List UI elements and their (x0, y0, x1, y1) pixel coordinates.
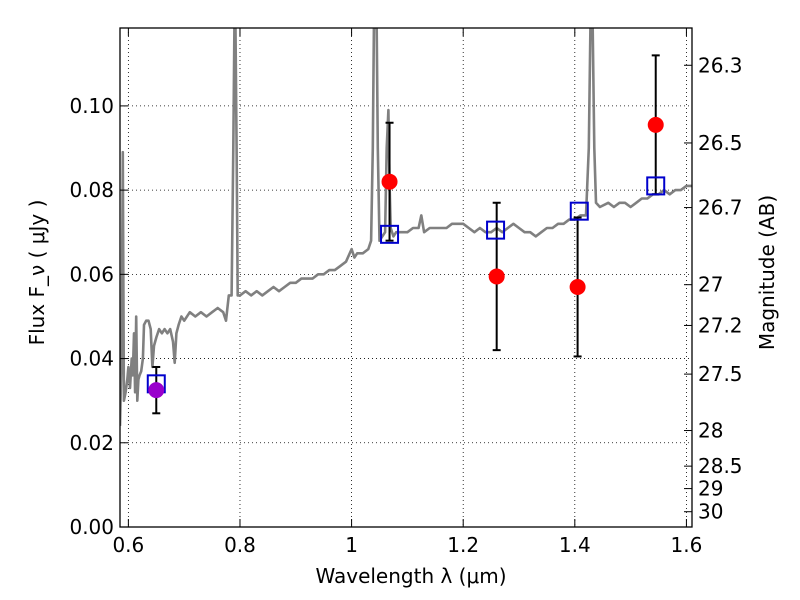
right-tick-label: 26.3 (698, 53, 743, 77)
model-photometry-point (486, 220, 506, 240)
y-axis-label: Flux F_ν ( μJy ) (25, 200, 49, 346)
right-tick-label: 28 (698, 419, 723, 443)
model-spectrum-line (120, 28, 692, 426)
observed-flux-point (381, 173, 398, 190)
grid-lines (120, 28, 692, 528)
right-tick-label: 27.2 (698, 313, 743, 337)
x-tick-label: 0.8 (224, 533, 256, 557)
right-tick-label: 30 (698, 500, 723, 524)
model-photometry-point (380, 224, 400, 244)
plot-frame (119, 27, 693, 528)
observed-flux-point (647, 116, 664, 133)
y-tick-label: 0.02 (69, 431, 114, 455)
y-tick-label: 0.08 (69, 178, 114, 202)
x-axis-label: Wavelength λ (μm) (315, 564, 506, 588)
right-tick-label: 29 (698, 477, 723, 501)
error-bars (152, 54, 660, 415)
right-tick-label: 27 (698, 273, 723, 297)
right-tick-label: 26.5 (698, 131, 743, 155)
right-tick-label: 27.5 (698, 362, 743, 386)
observed-flux-point (569, 278, 586, 295)
spectrum-layer (120, 28, 692, 426)
x-axis-label-text: Wavelength λ (μm) (315, 564, 506, 588)
x-tick-label: 1.6 (671, 533, 703, 557)
x-tick-label: 1 (345, 533, 358, 557)
y-axis-label-text: Flux F_ν ( μJy ) (25, 200, 49, 346)
x-tick-label: 1.4 (559, 533, 591, 557)
y-tick-label: 0.00 (69, 515, 114, 539)
y-tick-label: 0.04 (69, 347, 114, 371)
right-axis-label-text: Magnitude (AB) (755, 195, 779, 350)
x-tick-label: 1.2 (447, 533, 479, 557)
observed-flux-markers (148, 116, 664, 399)
y-tick-labels: 0.00 0.02 0.04 0.06 0.08 0.10 (69, 94, 114, 539)
y-tick-label: 0.06 (69, 262, 114, 286)
axis-ticks (120, 28, 692, 528)
model-photometry-point (646, 176, 666, 196)
observed-flux-point (488, 268, 505, 285)
x-tick-labels: 0.6 0.8 1 1.2 1.4 1.6 (112, 533, 702, 557)
right-tick-label: 28.5 (698, 454, 743, 478)
x-tick-label: 0.6 (112, 533, 144, 557)
right-axis-label: Magnitude (AB) (755, 195, 779, 350)
y-tick-label: 0.10 (69, 94, 114, 118)
model-photometry-point (569, 201, 589, 221)
observed-flux-point (148, 382, 165, 399)
right-tick-label: 26.7 (698, 196, 743, 220)
